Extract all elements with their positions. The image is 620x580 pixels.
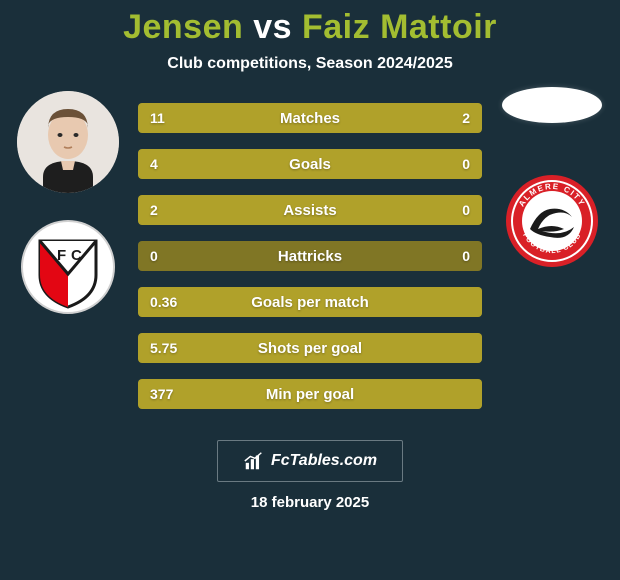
stat-label: Hattricks: [138, 248, 482, 265]
stat-label: Matches: [138, 110, 482, 127]
player-headshot-icon: [17, 91, 119, 193]
stat-label: Goals: [138, 156, 482, 173]
player2-photo-placeholder: [502, 87, 602, 123]
stat-row: 4Goals0: [138, 149, 482, 179]
footer-date: 18 february 2025: [0, 494, 620, 511]
club-right-badge: ALMERE CITY FOOTBALL CLUB: [502, 171, 602, 271]
right-column: ALMERE CITY FOOTBALL CLUB: [492, 87, 612, 271]
almere-city-badge-icon: ALMERE CITY FOOTBALL CLUB: [502, 171, 602, 271]
stat-value-right: 0: [462, 156, 470, 172]
bar-chart-icon: [243, 450, 265, 472]
club-left-badge: F C: [18, 217, 118, 317]
svg-text:F: F: [57, 247, 66, 264]
stat-row: 2Assists0: [138, 195, 482, 225]
stat-row: 0.36Goals per match: [138, 287, 482, 317]
footer-site: FcTables.com: [271, 452, 377, 470]
comparison-infographic: Jensen vs Faiz Mattoir Club competitions…: [0, 0, 620, 580]
title: Jensen vs Faiz Mattoir: [0, 0, 620, 47]
vs-text: vs: [253, 8, 292, 46]
stat-label: Shots per goal: [138, 340, 482, 357]
stat-value-right: 2: [462, 110, 470, 126]
fc-utrecht-badge-icon: F C: [18, 217, 118, 317]
stat-label: Min per goal: [138, 386, 482, 403]
player2-name: Faiz Mattoir: [302, 8, 497, 46]
player1-photo: [17, 91, 119, 193]
stat-value-right: 0: [462, 248, 470, 264]
subtitle: Club competitions, Season 2024/2025: [0, 55, 620, 73]
stat-bars: 11Matches24Goals02Assists00Hattricks00.3…: [138, 103, 482, 409]
stat-row: 377Min per goal: [138, 379, 482, 409]
stat-label: Goals per match: [138, 294, 482, 311]
footer-logo: FcTables.com: [217, 440, 403, 482]
left-column: F C: [8, 91, 128, 317]
player1-name: Jensen: [123, 8, 243, 46]
svg-text:C: C: [71, 247, 82, 264]
stat-row: 0Hattricks0: [138, 241, 482, 271]
content-area: F C ALMERE CITY FOOTBALL CLUB: [0, 91, 620, 411]
stat-row: 11Matches2: [138, 103, 482, 133]
stat-label: Assists: [138, 202, 482, 219]
stat-value-right: 0: [462, 202, 470, 218]
stat-row: 5.75Shots per goal: [138, 333, 482, 363]
